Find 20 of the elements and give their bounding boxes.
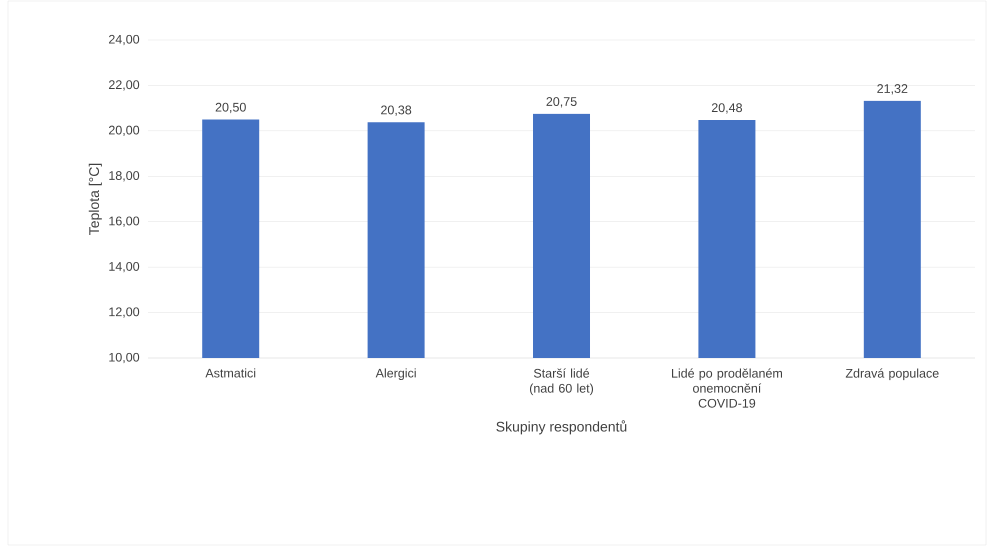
- y-tick-label: 14,00: [109, 262, 140, 272]
- y-tick-label: 10,00: [109, 352, 140, 364]
- data-label: 20,38: [381, 106, 412, 116]
- x-tick-label: Astmatici: [205, 368, 256, 378]
- x-tick-label: Zdravá populace: [846, 368, 939, 380]
- data-label: 21,32: [877, 84, 908, 94]
- y-tick-label: 24,00: [108, 34, 140, 46]
- x-axis-title: Skupiny respondentů: [496, 420, 626, 434]
- data-label: 20,48: [712, 103, 742, 114]
- x-tick-label: Alergici: [376, 368, 416, 380]
- y-axis-title: Teplota [°C]: [88, 164, 102, 235]
- y-tick-label: 18,00: [109, 171, 140, 182]
- y-tick-label: 16,00: [109, 216, 140, 227]
- x-tick-label: Lidé po prodělaném onemocnění COVID-19: [672, 368, 782, 408]
- y-tick-label: 20,00: [108, 126, 140, 136]
- data-label: 20,50: [216, 102, 246, 114]
- x-tick-label: Starší lidé (nad 60 let): [530, 368, 594, 396]
- y-tick-label: 22,00: [108, 80, 140, 91]
- data-label: 20,75: [546, 97, 577, 108]
- y-tick-label: 12,00: [109, 307, 140, 318]
